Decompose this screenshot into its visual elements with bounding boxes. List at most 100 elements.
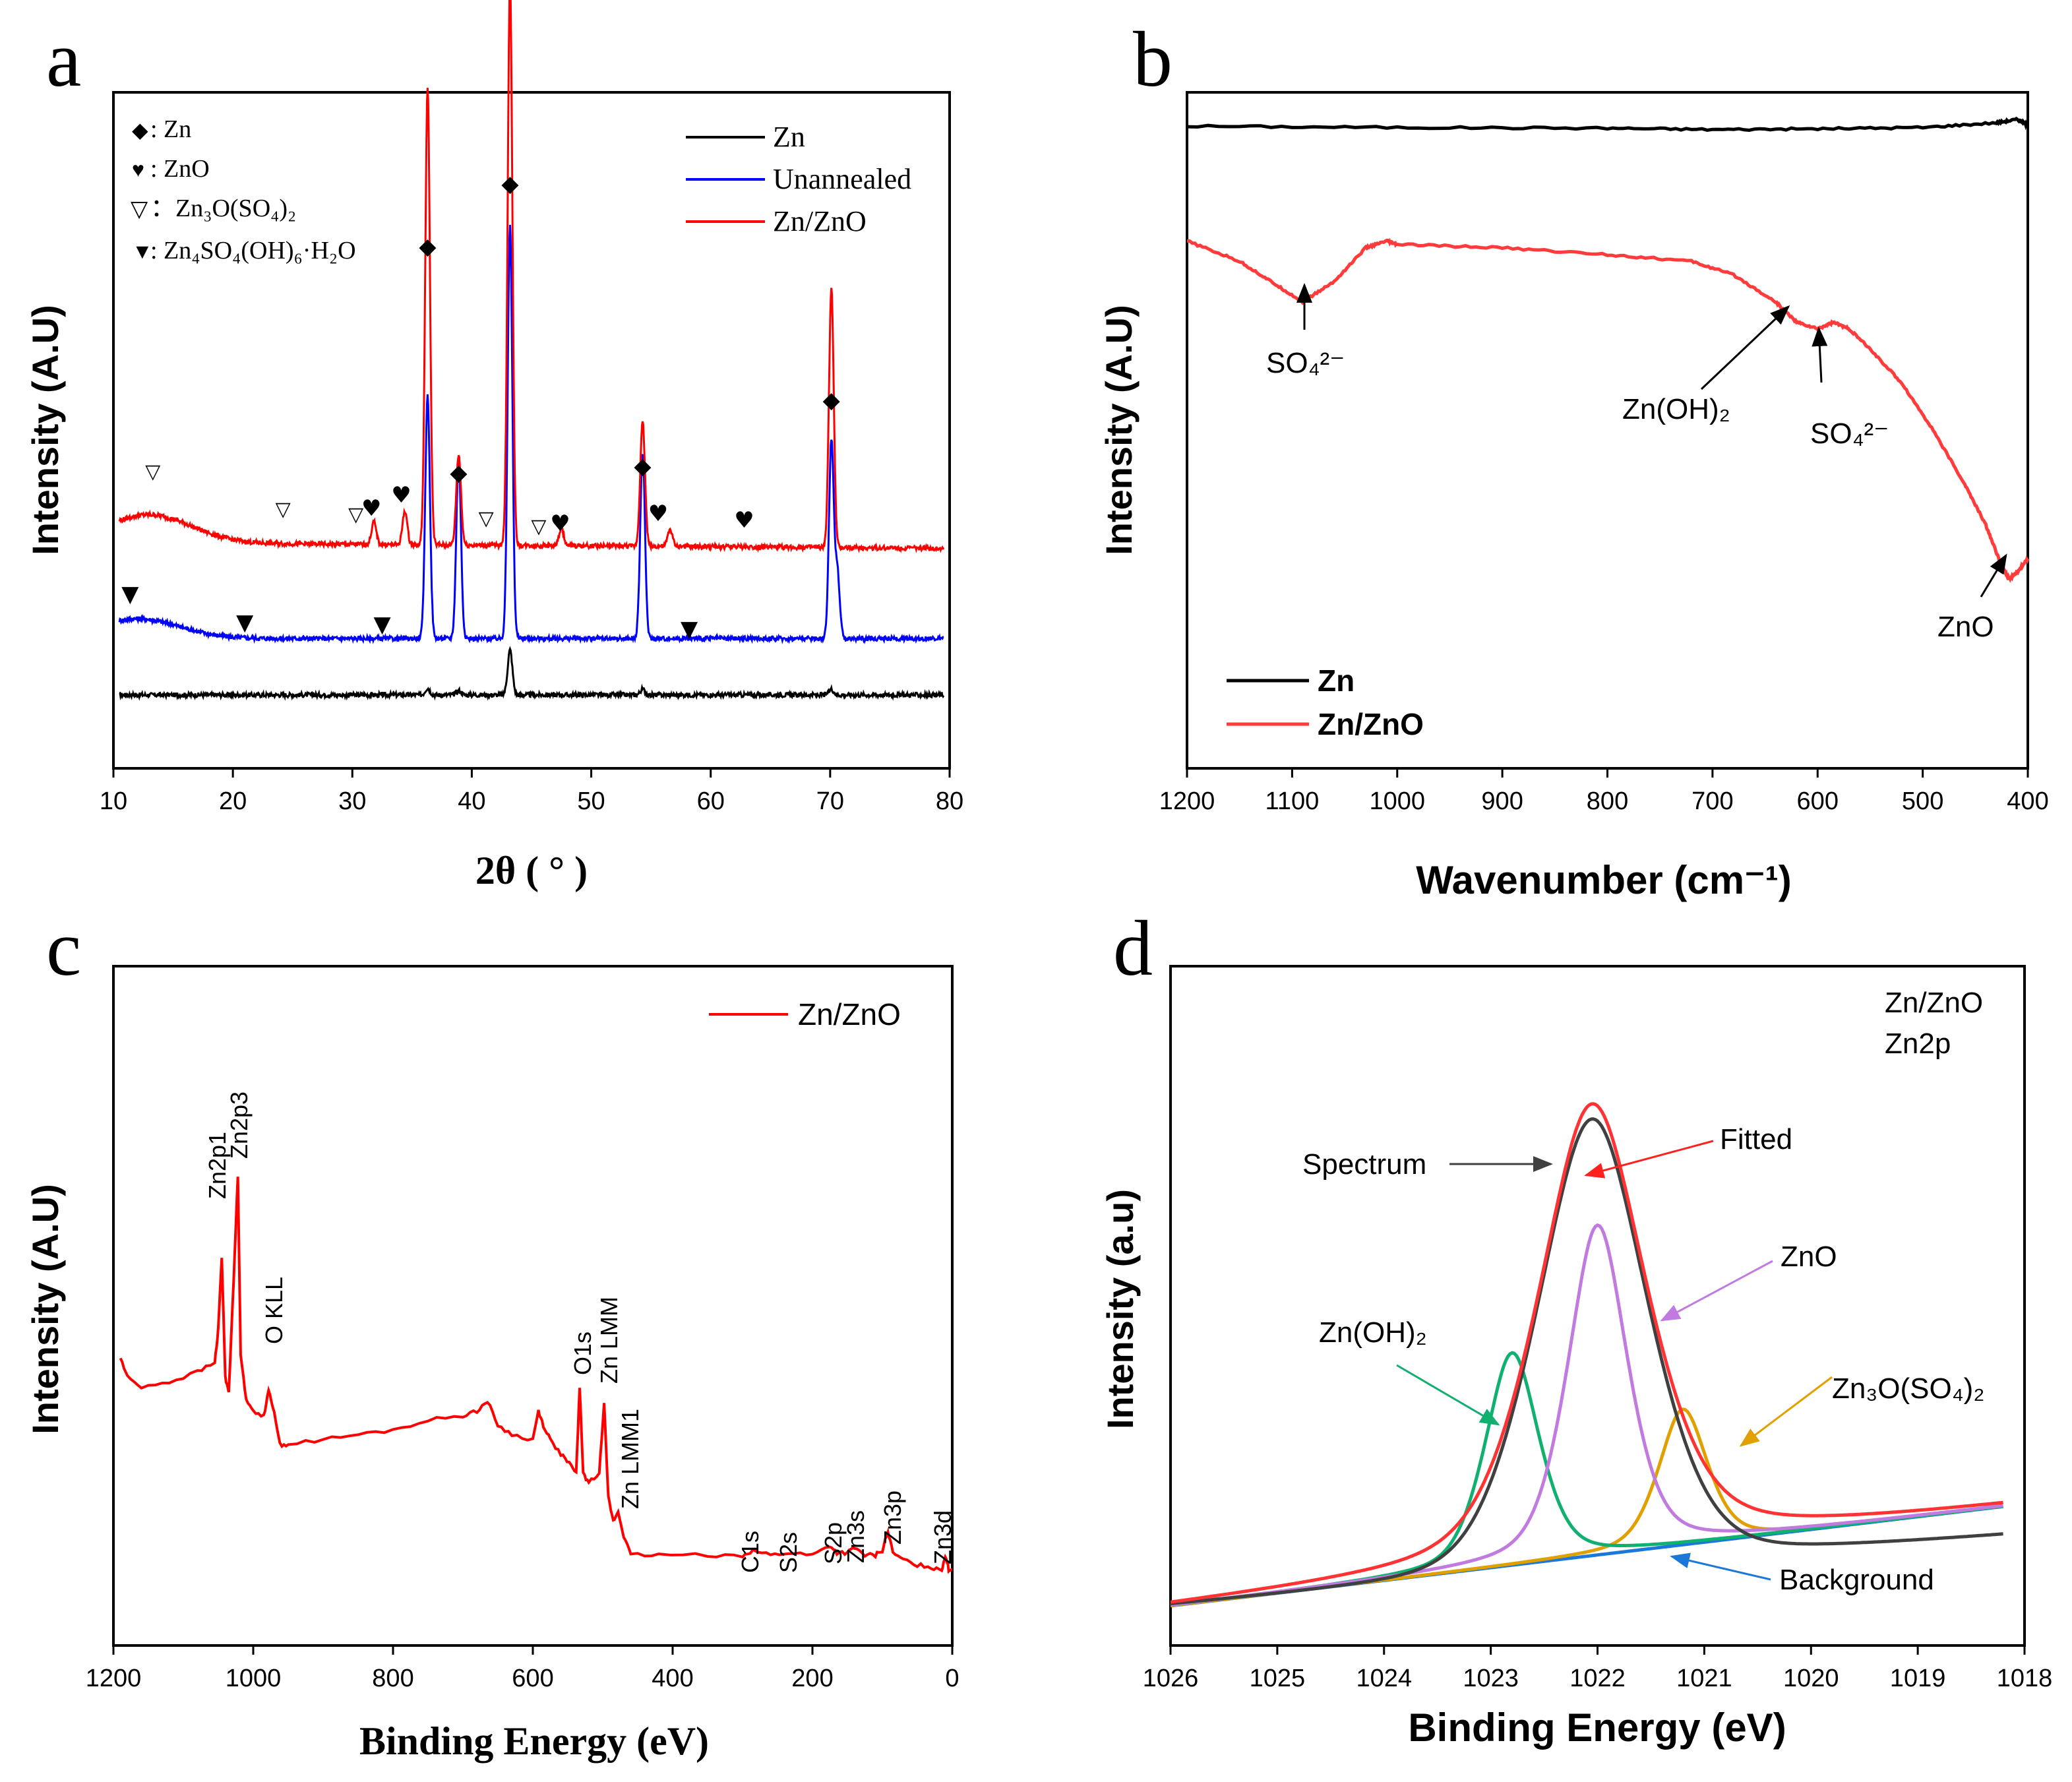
xrd-line-unannealed [118,224,944,645]
label-zno-d: ZnO [1781,1241,1837,1273]
xps-fit-line-zno [1170,1223,2003,1607]
key-sym-zno: ♥ [132,158,144,181]
x-tick-label-d: 1018 [1997,1665,2053,1692]
peak-marker-a: ♥ [361,495,381,522]
x-tick-label-d: 1021 [1676,1665,1732,1692]
legend-label-unannealed: Unannealed [773,163,911,195]
x-tick-label-d: 1025 [1250,1665,1306,1692]
legend-a: Zn Unannealed Zn/ZnO [686,121,911,237]
peak-marker-a: ◆ [634,453,652,479]
key-label-zn4so4: : Zn₄SO₄(OH)₆·H₂O [150,237,356,264]
legend-label-zn: Zn [773,121,805,153]
x-axis-a: 10 20 30 40 50 60 70 80 [100,768,963,815]
arrow-zno-b [1980,553,2007,598]
peak-marker-a: ▼ [373,611,391,638]
x-tick-label-c: 1000 [226,1665,282,1692]
y-axis-label-c: Intensity (A.U) [24,1184,66,1434]
panel-c: c 1200 1000 800 600 400 200 0 Intensity (A.U) … [24,904,960,1763]
peak-marker-a: ◆ [419,233,437,260]
peak-marker-a: ♥ [648,501,668,527]
key-sym-zn: ◆ [132,118,148,142]
peak-markers-a: ◆◆◆ ◆◆♥ ♥♥ ♥ ♥▽▽ ▽ ▽ ▽▼▼ ▼ ▼ [121,171,840,642]
peak-marker-a: ♥ [550,510,570,537]
label-so4-2: SO₄²⁻ [1810,417,1889,450]
key-sym-zn4so4: ▼ [132,239,153,263]
peak-label-zn3d: Zn3d [929,1510,956,1564]
x-tick-label-b: 1000 [1369,787,1425,815]
x-axis-d: 1026 1025 1024 1023 1022 1021 1020 1019 1018 [1143,1645,2053,1692]
key-sym-zn3o: ▽ [131,197,148,222]
x-tick-label-c: 200 [791,1665,833,1692]
xrd-line-zn [119,646,945,701]
peak-marker-a: ♥ [391,482,411,508]
peak-labels-c: Zn2p1 Zn2p3 O KLL O1s Zn LMM Zn LMM1 C1s… [204,1091,956,1573]
series-group-a [118,0,945,701]
xps-fit-line-fitted [1170,1102,2003,1604]
label-zno-b: ZnO [1937,611,1994,643]
x-tick-label-d: 1022 [1569,1665,1626,1692]
x-tick-label-d: 1026 [1143,1665,1199,1692]
panel-b: b 1200 1100 1000 900 800 700 600 500 400 Intensi… [1098,15,2049,902]
ftir-line-zn [1186,116,2030,133]
x-tick-label-c: 600 [512,1665,553,1692]
label-zn3o-d: Zn₃O(SO₄)₂ [1832,1372,1984,1405]
arrow-zno-d [1660,1260,1773,1322]
peak-label-s2p: S2p [820,1522,847,1564]
arrow-fitted [1584,1140,1714,1179]
x-axis-c: 1200 1000 800 600 400 200 0 [86,1645,960,1692]
peak-marker-a: ▽ [479,507,494,530]
xrd-line-znzno [118,0,945,553]
peak-label-o1s: O1s [569,1332,596,1375]
x-tick-label-a: 30 [338,787,366,815]
x-tick-label-d: 1020 [1783,1665,1839,1692]
peak-marker-a: ▼ [121,581,139,607]
x-tick-label-b: 800 [1587,787,1628,815]
label-spectrum: Spectrum [1302,1148,1426,1181]
annotations-d: Spectrum Fitted ZnO Zn(OH)₂ Zn₃O(SO₄)₂ B… [1302,1123,1984,1596]
x-tick-label-a: 10 [100,787,127,815]
ftir-line-znzno [1186,237,2030,583]
key-label-zn3o: ：Zn₃O(SO₄)₂ [150,195,296,222]
legend-label-znzno: Zn/ZnO [773,205,867,237]
x-axis-label-c: Binding Energy (eV) [359,1719,709,1763]
x-tick-label-b: 500 [1902,787,1943,815]
x-tick-label-b: 400 [2007,787,2048,815]
y-axis-label-d: Intensity (a.u) [1099,1189,1141,1429]
key-label-zno: : ZnO [150,155,210,183]
panel-letter-d: d [1113,904,1153,992]
series-group-c [119,1177,952,1574]
x-tick-label-d: 1023 [1463,1665,1519,1692]
label-fitted: Fitted [1720,1123,1792,1155]
peak-marker-a: ◆ [823,387,841,414]
x-tick-label-b: 900 [1481,787,1523,815]
panel-d: d 1026 1025 1024 1023 1022 1021 1020 1019 1018 I… [1099,904,2052,1750]
label-background: Background [1779,1564,1934,1596]
label-so4-1: SO₄²⁻ [1266,347,1345,379]
legend-label-znzno-c: Zn/ZnO [798,997,901,1031]
x-tick-label-a: 60 [697,787,725,815]
panel-a: a 10 20 30 40 50 60 70 80 ◆◆◆ ◆◆♥ ♥♥ ♥ ♥▽▽ ▽ ▽ ▽▼▼ ▼ ▼ I… [24,0,963,892]
peak-label-znlmm: Zn LMM [595,1297,623,1384]
peak-label-zn3p: Zn3p [879,1490,906,1545]
legend-b: Zn Zn/ZnO [1227,663,1424,741]
plot-frame-a [112,91,951,770]
xps-fit-line-spectrum [1170,1117,2003,1605]
peak-label-zn2p3: Zn2p3 [226,1091,253,1159]
peak-marker-a: ▽ [276,498,291,521]
peak-marker-a: ▼ [681,616,698,642]
x-tick-label-a: 20 [219,787,247,815]
xps-survey-line [119,1177,952,1574]
x-tick-label-a: 70 [816,787,844,815]
x-tick-label-a: 80 [936,787,963,815]
x-tick-label-c: 400 [652,1665,693,1692]
arrow-znoh2 [1700,305,1790,390]
peak-label-c1s: C1s [737,1531,764,1573]
arrow-so4-2 [1812,326,1828,383]
peak-marker-a: ◆ [501,171,519,197]
y-axis-label-a: Intensity (A.U) [24,305,66,555]
x-axis-label-a: 2θ ( ° ) [475,849,588,892]
key-label-zn: : Zn [150,115,191,143]
x-tick-label-b: 600 [1797,787,1839,815]
x-tick-label-b: 700 [1691,787,1733,815]
